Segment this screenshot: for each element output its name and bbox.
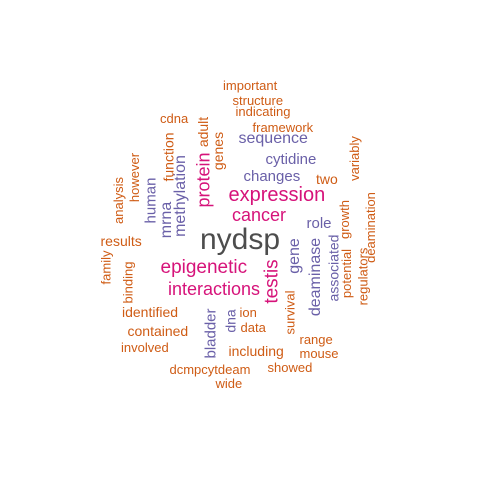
word-mouse: mouse: [299, 345, 339, 361]
word-structure: structure: [232, 92, 284, 108]
word-cdna: cdna: [160, 110, 189, 126]
word-however: however: [126, 152, 142, 202]
word-expression: expression: [228, 184, 326, 206]
word-function: function: [160, 132, 177, 182]
word-variably: variably: [346, 135, 362, 181]
word-deaminase: deaminase: [307, 237, 325, 317]
word-epigenetic: epigenetic: [160, 256, 248, 278]
word-family: family: [98, 250, 114, 284]
word-dna: dna: [222, 309, 239, 333]
word-interactions: interactions: [168, 279, 261, 299]
word-wide: wide: [215, 375, 243, 391]
word-regulators: regulators: [355, 247, 371, 305]
word-gene: gene: [285, 238, 303, 274]
word-analysis: analysis: [110, 176, 126, 224]
word-framework: framework: [252, 119, 314, 135]
word-nydsp: nydsp: [200, 223, 281, 256]
word-human: human: [142, 177, 160, 223]
word-changes: changes: [243, 167, 301, 185]
word-testis: testis: [261, 258, 283, 304]
word-bladder: bladder: [202, 307, 220, 359]
word-two: two: [316, 171, 338, 187]
word-important: important: [223, 77, 278, 93]
word-growth: growth: [336, 199, 352, 239]
word-range: range: [299, 331, 333, 347]
word-sequence: sequence: [238, 130, 308, 147]
word-showed: showed: [267, 359, 313, 375]
word-cytidine: cytidine: [265, 150, 317, 168]
word-contained: contained: [127, 323, 189, 339]
word-cancer: cancer: [232, 205, 287, 225]
word-survival: survival: [282, 289, 298, 335]
word-including: including: [228, 343, 284, 359]
word-associated: associated: [324, 234, 341, 302]
word-role: role: [306, 214, 332, 232]
word-data: data: [240, 319, 266, 335]
word-potential: potential: [338, 248, 354, 298]
word-results: results: [100, 233, 142, 249]
word-dcmpcytdeam: dcmpcytdeam: [169, 361, 251, 377]
word-genes: genes: [210, 131, 227, 171]
word-binding: binding: [120, 261, 136, 303]
word-involved: involved: [121, 339, 169, 355]
word-indicating: indicating: [235, 103, 291, 119]
word-identified: identified: [122, 304, 179, 320]
word-ion: ion: [239, 304, 257, 320]
word-adult: adult: [195, 116, 212, 148]
